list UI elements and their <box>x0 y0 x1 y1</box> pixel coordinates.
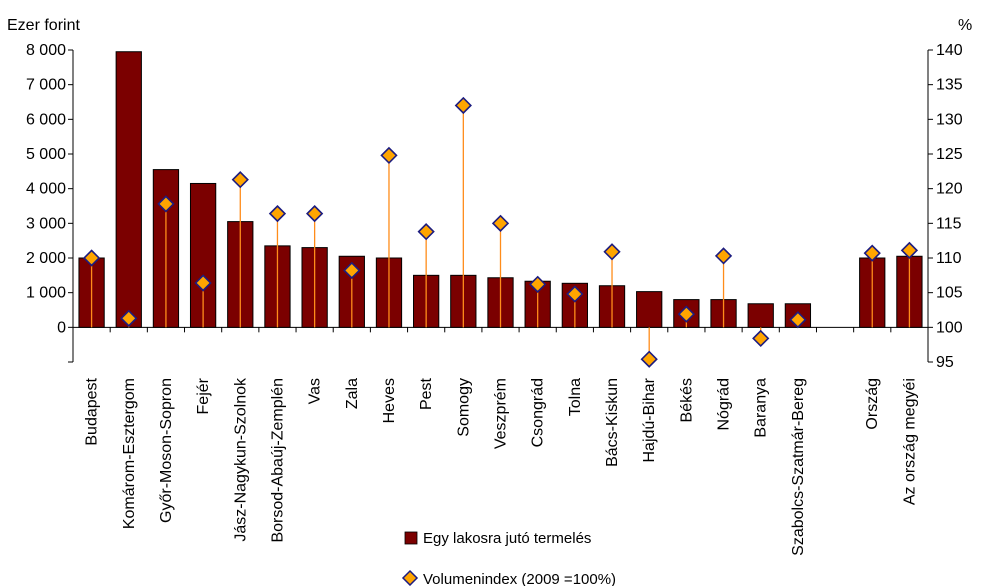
volume-index-point <box>752 329 770 348</box>
left-tick-label: 1 000 <box>26 285 66 302</box>
volume-index-point <box>268 204 287 223</box>
right-tick-label: 125 <box>936 146 963 163</box>
category-label: Tolna <box>567 378 584 416</box>
legend-bar-label: Egy lakosra jutó termelés <box>423 530 591 547</box>
category-label: Somogy <box>455 378 472 437</box>
category-label: Ország <box>864 378 881 430</box>
right-tick-label: 120 <box>936 181 963 198</box>
legend: Egy lakosra jutó termelés Volumenindex (… <box>401 530 616 586</box>
right-tick-label: 140 <box>936 42 963 59</box>
category-label: Az ország megyéi <box>901 378 918 505</box>
left-tick-label: 4 000 <box>26 181 66 198</box>
right-tick-label: 105 <box>936 285 963 302</box>
right-tick-label: 130 <box>936 111 963 128</box>
volume-index-point <box>863 244 881 262</box>
volume-index-point <box>231 171 249 189</box>
volume-index-point <box>380 146 398 165</box>
category-labels: Budapest Komárom-Esztergom Győr-Moson-Sopr… <box>84 377 919 556</box>
category-label: Békés <box>678 378 695 422</box>
left-tick-label: 2 000 <box>26 250 66 267</box>
volume-index-point <box>454 96 472 115</box>
volume-index-point <box>305 204 324 223</box>
left-tick-label: 0 <box>57 319 66 336</box>
category-label: Borsod-Abaúj-Zemplén <box>269 378 286 543</box>
volume-index-point <box>157 195 175 213</box>
legend-marker-swatch <box>401 569 419 586</box>
volume-index-point <box>640 350 658 368</box>
category-label: Vas <box>307 378 324 404</box>
category-label: Baranya <box>753 378 770 438</box>
bar <box>115 51 142 328</box>
right-axis-title: % <box>958 17 972 34</box>
left-tick-label: 5 000 <box>26 146 66 163</box>
volume-index-point <box>194 274 212 292</box>
category-label: Veszprém <box>493 378 510 449</box>
volume-index-point <box>677 305 696 323</box>
category-label: Budapest <box>84 377 101 445</box>
volume-index-point <box>120 309 138 327</box>
bar <box>636 291 663 328</box>
volume-index-point <box>714 247 733 265</box>
category-label: Bács-Kiskun <box>604 378 621 467</box>
category-label: Fejér <box>195 377 212 414</box>
volume-index-point <box>900 241 919 260</box>
volume-index-point <box>491 214 510 232</box>
category-label: Csongrád <box>530 378 547 447</box>
right-tick-label: 135 <box>936 77 963 94</box>
category-label: Zala <box>344 378 361 409</box>
category-label: Heves <box>381 378 398 423</box>
volume-index-point <box>82 249 101 267</box>
left-tick-label: 6 000 <box>26 111 66 128</box>
volume-index-point <box>566 285 584 303</box>
volume-index-point <box>789 311 807 329</box>
volume-index-series <box>82 96 919 368</box>
legend-marker-label: Volumenindex (2009 =100%) <box>423 571 616 586</box>
bar <box>747 303 774 328</box>
left-tick-label: 7 000 <box>26 77 66 94</box>
right-tick-label: 100 <box>936 319 963 336</box>
category-label: Komárom-Esztergom <box>121 378 138 529</box>
category-label: Jász-Nagykun-Szolnok <box>232 377 249 542</box>
legend-bar-swatch <box>404 531 418 545</box>
category-label: Pest <box>418 377 435 410</box>
left-tick-label: 3 000 <box>26 215 66 232</box>
right-tick-label: 95 <box>936 354 954 371</box>
category-label: Nógrád <box>716 378 733 430</box>
category-label: Győr-Moson-Sopron <box>158 378 175 523</box>
left-tick-label: 8 000 <box>26 42 66 59</box>
volume-index-point <box>343 261 361 280</box>
right-tick-label: 115 <box>936 215 962 232</box>
right-tick-label: 110 <box>936 250 962 267</box>
volume-index-point <box>603 243 621 261</box>
left-axis-title: Ezer forint <box>7 17 80 34</box>
category-label: Szabolcs-Szatmár-Bereg <box>790 378 807 556</box>
drop-lines <box>90 105 911 360</box>
volume-index-point <box>529 275 547 293</box>
category-label: Hajdú-Bihar <box>641 377 658 462</box>
volume-index-point <box>417 223 435 241</box>
